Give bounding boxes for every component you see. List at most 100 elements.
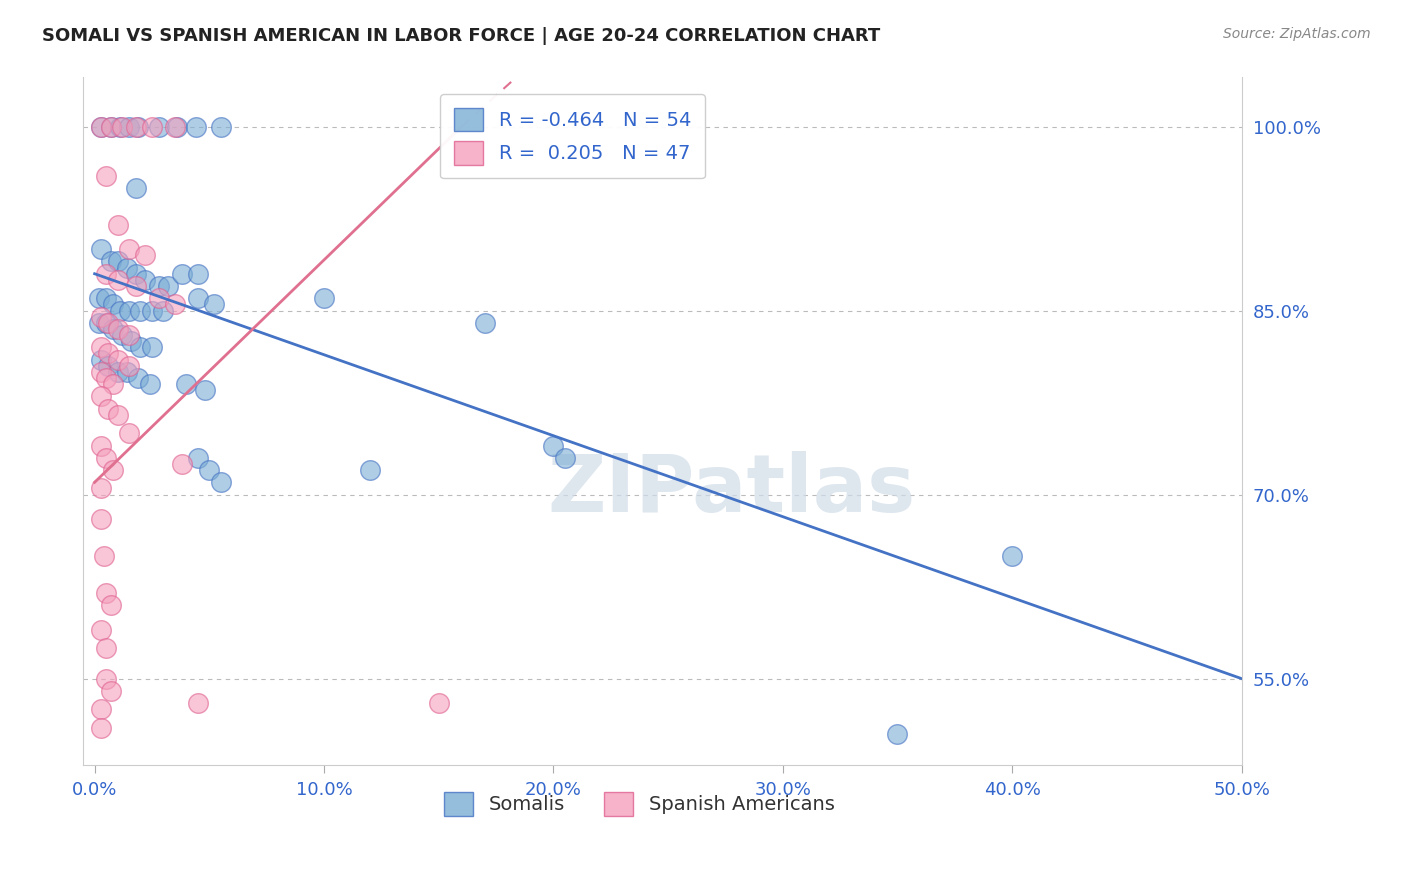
Point	[90, 120, 112, 134]
Point	[187, 267, 209, 281]
Point	[118, 426, 141, 441]
Point	[163, 120, 186, 134]
Point	[118, 359, 141, 373]
Point	[94, 672, 117, 686]
Point	[90, 242, 112, 256]
Point	[101, 377, 124, 392]
Point	[202, 297, 225, 311]
Point	[138, 377, 160, 392]
Point	[359, 463, 381, 477]
Point	[100, 120, 122, 134]
Point	[148, 120, 170, 134]
Point	[125, 267, 148, 281]
Point	[474, 316, 496, 330]
Point	[187, 450, 209, 465]
Legend: Somalis, Spanish Americans: Somalis, Spanish Americans	[436, 784, 842, 823]
Point	[543, 438, 565, 452]
Point	[141, 120, 163, 134]
Point	[125, 181, 148, 195]
Point	[100, 254, 122, 268]
Point	[94, 316, 117, 330]
Point	[107, 352, 129, 367]
Point	[93, 549, 115, 563]
Point	[108, 303, 131, 318]
Point	[141, 303, 163, 318]
Point	[107, 273, 129, 287]
Point	[118, 120, 141, 134]
Point	[134, 248, 156, 262]
Point	[90, 120, 112, 134]
Point	[115, 365, 138, 379]
Point	[97, 401, 120, 416]
Text: Source: ZipAtlas.com: Source: ZipAtlas.com	[1223, 27, 1371, 41]
Point	[127, 371, 149, 385]
Point	[101, 297, 124, 311]
Point	[94, 450, 117, 465]
Point	[108, 120, 131, 134]
Point	[107, 322, 129, 336]
Point	[129, 303, 152, 318]
Point	[100, 598, 122, 612]
Point	[118, 303, 141, 318]
Point	[94, 267, 117, 281]
Point	[94, 291, 117, 305]
Point	[427, 696, 450, 710]
Point	[111, 120, 134, 134]
Point	[554, 450, 576, 465]
Point	[187, 696, 209, 710]
Point	[163, 297, 186, 311]
Point	[100, 120, 122, 134]
Point	[90, 389, 112, 403]
Point	[90, 310, 112, 324]
Point	[1001, 549, 1024, 563]
Text: ZIPatlas: ZIPatlas	[548, 450, 915, 529]
Point	[198, 463, 221, 477]
Point	[118, 328, 141, 343]
Point	[90, 340, 112, 354]
Point	[107, 365, 129, 379]
Point	[148, 291, 170, 305]
Point	[90, 721, 112, 735]
Point	[156, 279, 179, 293]
Point	[312, 291, 335, 305]
Point	[129, 340, 152, 354]
Point	[107, 408, 129, 422]
Point	[209, 120, 232, 134]
Point	[886, 727, 908, 741]
Point	[125, 120, 148, 134]
Point	[134, 273, 156, 287]
Point	[101, 322, 124, 336]
Point	[107, 218, 129, 232]
Point	[148, 279, 170, 293]
Point	[166, 120, 188, 134]
Point	[97, 359, 120, 373]
Point	[125, 279, 148, 293]
Point	[115, 260, 138, 275]
Point	[89, 316, 111, 330]
Point	[141, 340, 163, 354]
Point	[120, 334, 142, 349]
Point	[90, 352, 112, 367]
Point	[90, 702, 112, 716]
Point	[94, 640, 117, 655]
Point	[89, 291, 111, 305]
Point	[101, 463, 124, 477]
Point	[209, 475, 232, 490]
Point	[194, 384, 217, 398]
Text: SOMALI VS SPANISH AMERICAN IN LABOR FORCE | AGE 20-24 CORRELATION CHART: SOMALI VS SPANISH AMERICAN IN LABOR FORC…	[42, 27, 880, 45]
Point	[90, 512, 112, 526]
Point	[176, 377, 198, 392]
Point	[127, 120, 149, 134]
Point	[107, 254, 129, 268]
Point	[100, 684, 122, 698]
Point	[90, 365, 112, 379]
Point	[97, 346, 120, 360]
Point	[152, 303, 174, 318]
Point	[170, 267, 193, 281]
Point	[94, 169, 117, 183]
Point	[90, 623, 112, 637]
Point	[184, 120, 207, 134]
Point	[90, 438, 112, 452]
Point	[94, 586, 117, 600]
Point	[170, 457, 193, 471]
